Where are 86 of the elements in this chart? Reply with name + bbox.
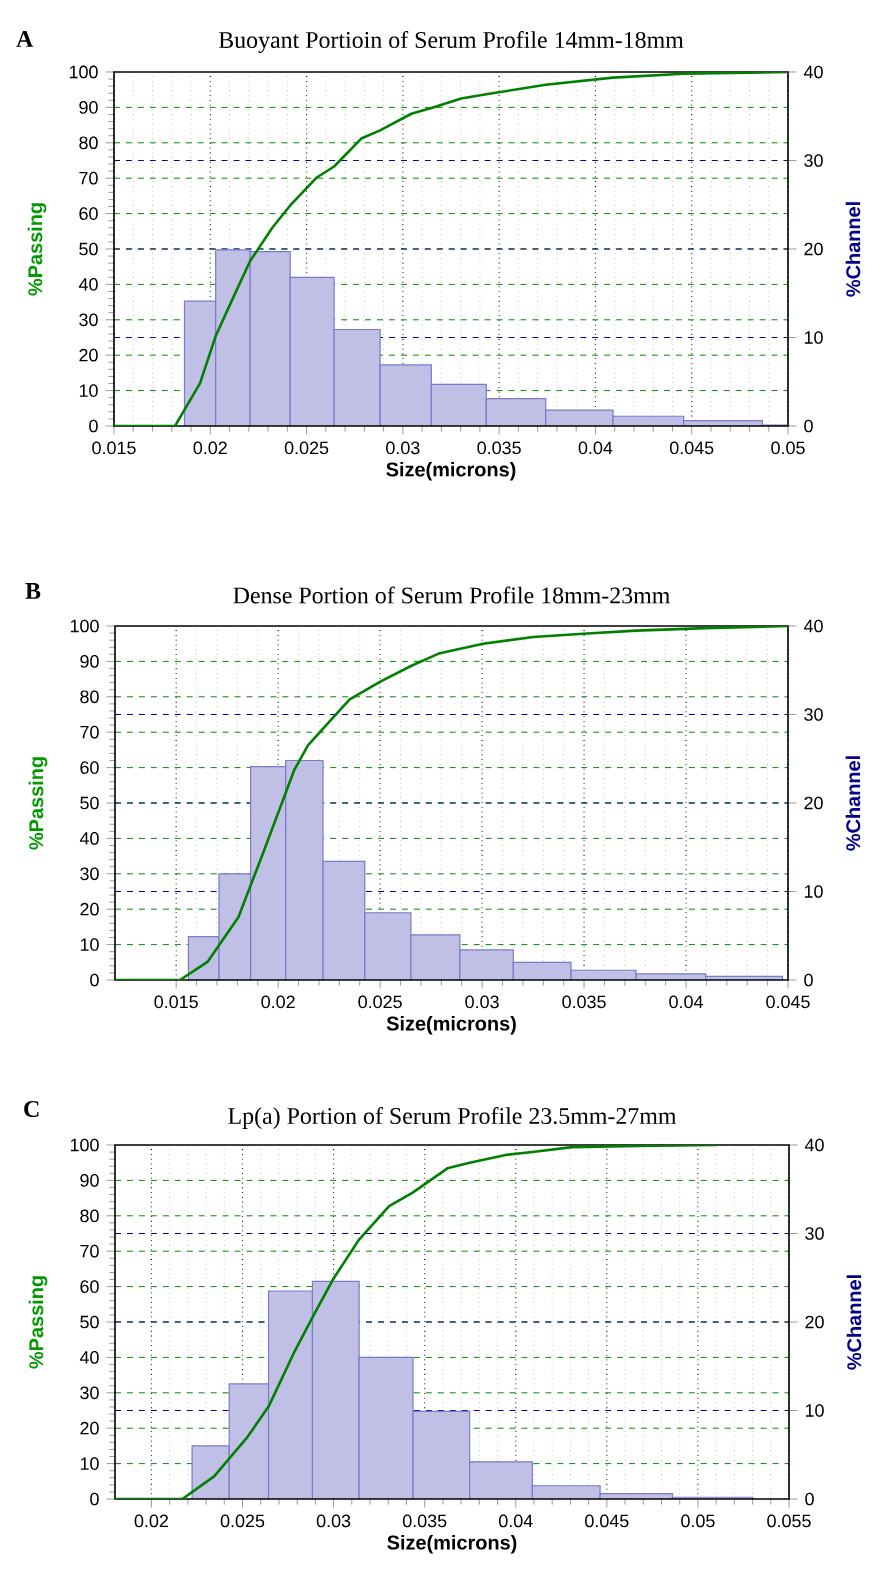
y-tick-label: 40 [78, 278, 98, 291]
y-tick-label: 30 [79, 313, 98, 327]
y-tick-label: 0 [90, 1492, 99, 1506]
x-tick-label: 0.04 [578, 441, 613, 455]
y-axis-title: %Passing [28, 757, 48, 850]
text: A [16, 31, 34, 47]
x-tick-label: 0.02 [261, 995, 295, 1009]
y-tick-label: 40 [79, 832, 99, 845]
x-tick-label: 0.04 [498, 1514, 533, 1528]
y-tick-label: 50 [80, 1315, 99, 1329]
chart-title: Buoyant Portioin of Serum Profile 14mm-18mm [218, 30, 684, 53]
y-tick-label: 30 [80, 867, 99, 881]
text: C [24, 1100, 39, 1118]
x-tick-label: 0.03 [386, 441, 420, 455]
y2-tick-label: 0 [804, 419, 813, 433]
y-tick-label: 0 [89, 419, 98, 433]
x-tick-label: 0.045 [669, 441, 714, 455]
y-tick-label: 20 [80, 902, 99, 916]
y-tick-label: 60 [80, 1280, 99, 1293]
x-axis-title: Size(microns) [386, 461, 516, 481]
y-tick-label: 40 [79, 1351, 99, 1364]
x-tick-label: 0.045 [766, 995, 810, 1009]
x-tick-label: 0.015 [154, 995, 198, 1009]
y-tick-label: 60 [80, 761, 99, 774]
x-tick-label: 0.025 [220, 1514, 265, 1528]
y2-tick-label: 10 [805, 1404, 824, 1417]
x-tick-label: 0.02 [134, 1514, 168, 1528]
x-tick-label: 0.035 [402, 1514, 447, 1528]
x-tick-label: 0.05 [771, 441, 805, 455]
y2-tick-label: 30 [805, 1227, 824, 1240]
y2-tick-label: 10 [804, 331, 823, 344]
y-tick-label: 10 [80, 1457, 99, 1470]
y-tick-label: 100 [70, 619, 99, 633]
y-tick-label: 20 [80, 1421, 99, 1435]
y-tick-label: 100 [69, 65, 98, 79]
y-tick-label: 10 [79, 384, 98, 397]
x-axis-title: Size(microns) [386, 1015, 516, 1035]
y-axis-title: %Passing [28, 1276, 48, 1369]
y2-tick-label: 40 [803, 619, 823, 633]
y2-tick-label: 10 [804, 885, 823, 898]
y-tick-label: 50 [79, 242, 98, 256]
x-tick-label: 0.04 [669, 995, 703, 1009]
y-tick-label: 90 [80, 1174, 99, 1187]
y-tick-label: 70 [80, 1244, 99, 1258]
y2-tick-label: 40 [803, 65, 823, 79]
x-tick-label: 0.025 [284, 441, 329, 455]
y-axis-title: %Passing [27, 203, 47, 296]
y2-tick-label: 30 [804, 708, 823, 721]
y-tick-label: 10 [80, 938, 99, 951]
y-tick-label: 90 [80, 655, 99, 668]
x-axis-title: Size(microns) [387, 1534, 517, 1554]
y2-tick-label: 20 [804, 242, 823, 256]
chart-title: Dense Portion of Serum Profile 18mm-23mm [233, 586, 670, 604]
y2-axis-title: %Channel [845, 202, 861, 297]
y2-tick-label: 20 [804, 796, 823, 810]
y-tick-label: 50 [80, 796, 99, 810]
x-tick-label: 0.045 [585, 1514, 629, 1528]
x-tick-label: 0.03 [465, 995, 499, 1009]
y2-tick-label: 0 [805, 1492, 814, 1506]
y2-tick-label: 0 [804, 973, 813, 987]
x-tick-label: 0.035 [477, 441, 521, 455]
x-tick-label: 0.035 [562, 995, 606, 1009]
y2-tick-label: 30 [804, 154, 823, 167]
y2-axis-title: %Channel [845, 756, 861, 851]
y2-axis-title: %Channel [846, 1275, 862, 1370]
x-tick-label: 0.05 [681, 1514, 715, 1528]
y-tick-label: 90 [79, 101, 98, 114]
y2-tick-label: 20 [805, 1315, 824, 1329]
x-tick-label: 0.015 [92, 441, 136, 455]
y-tick-label: 30 [80, 1386, 99, 1400]
text: B [25, 583, 41, 599]
x-tick-label: 0.02 [193, 441, 227, 455]
y-tick-label: 80 [79, 136, 98, 150]
y2-tick-label: 40 [804, 1138, 824, 1152]
y-tick-label: 80 [80, 690, 99, 704]
chart-title: Lp(a) Portion of Serum Profile 23.5mm-27mm [228, 1107, 677, 1129]
x-tick-label: 0.055 [767, 1514, 811, 1528]
y-tick-label: 70 [79, 171, 98, 185]
y-tick-label: 70 [80, 725, 99, 739]
y-tick-label: 0 [90, 973, 99, 987]
x-tick-label: 0.025 [358, 995, 402, 1009]
x-tick-label: 0.03 [316, 1514, 351, 1528]
y-tick-label: 100 [70, 1138, 99, 1152]
y-tick-label: 80 [80, 1209, 99, 1223]
y-tick-label: 60 [79, 207, 98, 220]
y-tick-label: 20 [79, 348, 98, 362]
